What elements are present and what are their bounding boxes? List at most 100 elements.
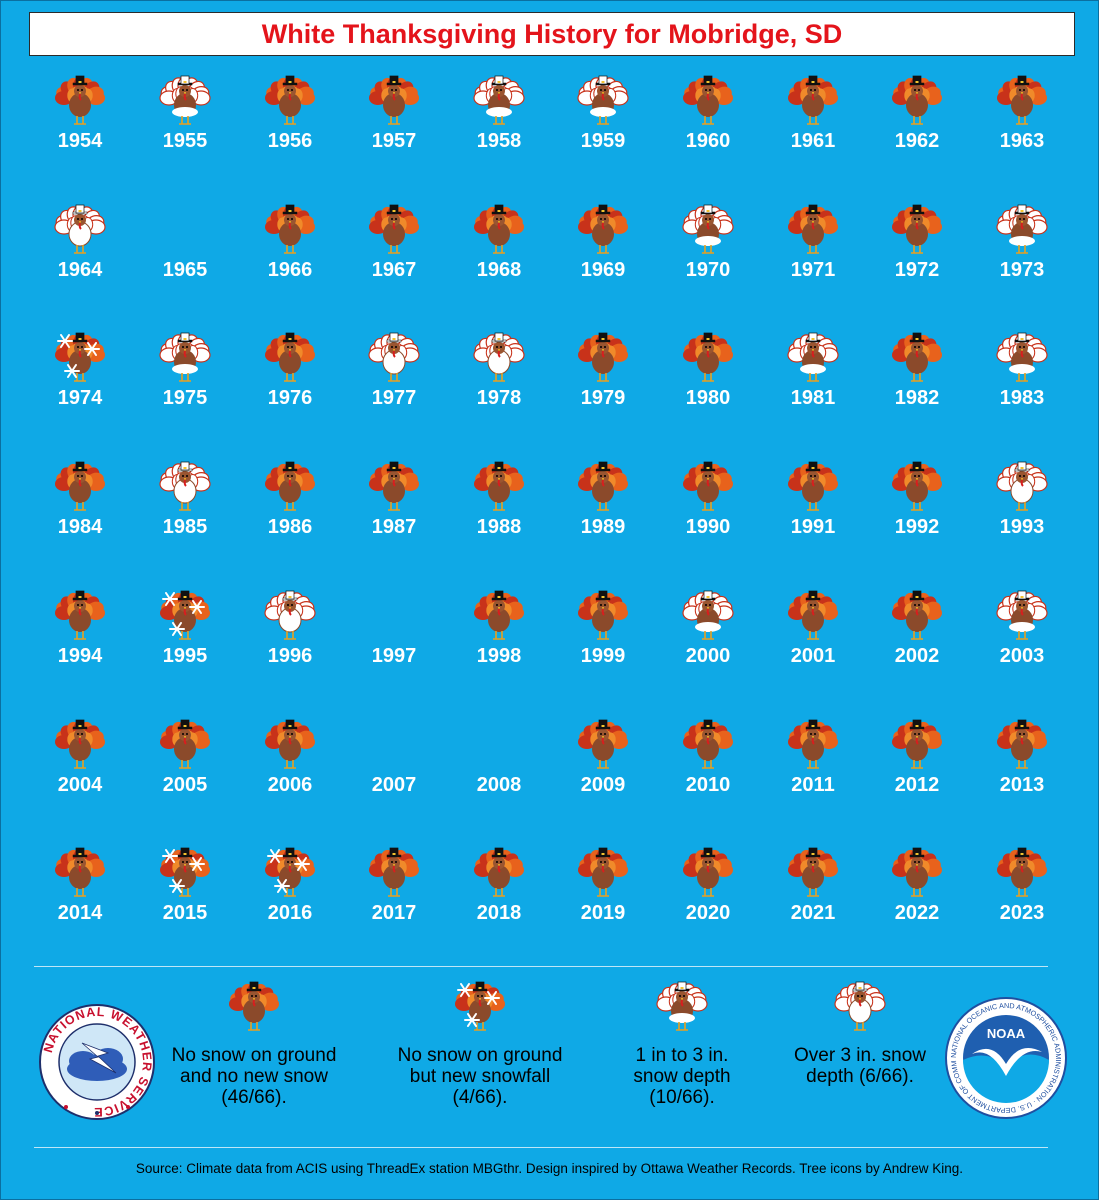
year-cell: 1967	[342, 201, 446, 321]
year-label: 1973	[999, 259, 1045, 281]
divider-top	[34, 966, 1048, 967]
turkey-icon	[994, 716, 1050, 772]
year-cell: 1984	[28, 458, 132, 578]
turkey-icon	[262, 201, 318, 257]
turkey-icon	[575, 458, 631, 514]
snowy-turkey-icon	[575, 72, 631, 128]
year-cell: 2013	[970, 716, 1074, 836]
snowy-turkey-icon	[157, 329, 213, 385]
year-cell: 1960	[656, 72, 760, 192]
year-cell: 1958	[447, 72, 551, 192]
legend-item: No snow on ground but new snowfall (4/66…	[380, 978, 580, 1108]
legend-item: 1 in to 3 in. snow depth (10/66).	[582, 978, 782, 1108]
turkey-icon	[52, 844, 108, 900]
year-label: 2013	[999, 774, 1045, 796]
year-cell: 2006	[238, 716, 342, 836]
year-cell: 2009	[551, 716, 655, 836]
year-cell: 1970	[656, 201, 760, 321]
legend-turkey-icon	[654, 978, 710, 1039]
year-label: 2006	[267, 774, 313, 796]
year-label: 2011	[791, 774, 835, 796]
year-label: 1972	[894, 259, 940, 281]
year-label: 1954	[57, 130, 103, 152]
year-label: 2018	[476, 902, 522, 924]
turkey-icon	[785, 458, 841, 514]
turkey-icon	[889, 458, 945, 514]
year-label: 2020	[685, 902, 731, 924]
year-cell: 1954	[28, 72, 132, 192]
year-label: 1991	[790, 516, 836, 538]
year-cell: 1956	[238, 72, 342, 192]
year-cell: 2021	[761, 844, 865, 964]
year-cell: 2018	[447, 844, 551, 964]
year-cell: 1994	[28, 587, 132, 707]
year-label: 1974	[57, 387, 103, 409]
year-label: 1989	[580, 516, 626, 538]
year-label: 1997	[371, 645, 417, 667]
year-label: 1984	[57, 516, 103, 538]
year-cell: 1973	[970, 201, 1074, 321]
year-label: 1981	[790, 387, 836, 409]
year-label: 1970	[685, 259, 731, 281]
turkey-icon	[471, 201, 527, 257]
snowy-turkey-icon	[994, 587, 1050, 643]
year-cell: 1985	[133, 458, 237, 578]
year-cell: 1974	[28, 329, 132, 449]
year-label: 1986	[267, 516, 313, 538]
year-label: 1965	[162, 259, 208, 281]
snowy-turkey-icon	[680, 587, 736, 643]
turkey-icon	[52, 458, 108, 514]
year-cell: 1969	[551, 201, 655, 321]
year-cell: 1999	[551, 587, 655, 707]
turkey-icon	[366, 844, 422, 900]
turkey-icon	[262, 329, 318, 385]
turkey-icon	[262, 716, 318, 772]
year-cell: 1971	[761, 201, 865, 321]
turkey-snowflake-icon	[157, 587, 213, 643]
noaa-center-text: NOAA	[987, 1026, 1026, 1041]
year-cell: 2022	[865, 844, 969, 964]
divider-bottom	[34, 1147, 1048, 1148]
turkey-icon	[889, 844, 945, 900]
snowy-turkey-icon	[994, 329, 1050, 385]
year-label: 1958	[476, 130, 522, 152]
year-cell: 2023	[970, 844, 1074, 964]
year-cell: 1986	[238, 458, 342, 578]
snowy-turkey-icon	[994, 201, 1050, 257]
year-cell: 1995	[133, 587, 237, 707]
legend-turkey-icon	[226, 978, 282, 1039]
snowy-turkey-icon	[471, 72, 527, 128]
turkey-icon	[680, 72, 736, 128]
turkey-icon	[680, 329, 736, 385]
year-label: 1988	[476, 516, 522, 538]
turkey-icon	[52, 716, 108, 772]
snowy-turkey-icon	[157, 458, 213, 514]
turkey-icon	[471, 587, 527, 643]
year-cell: 1965	[133, 201, 237, 321]
year-cell: 2001	[761, 587, 865, 707]
snowy-turkey-icon	[471, 329, 527, 385]
turkey-icon	[889, 329, 945, 385]
turkey-icon	[575, 587, 631, 643]
legend-turkey-icon	[452, 978, 508, 1039]
no-data-placeholder	[366, 716, 422, 772]
snowy-turkey-icon	[157, 72, 213, 128]
year-cell: 1963	[970, 72, 1074, 192]
turkey-icon	[785, 716, 841, 772]
turkey-icon	[575, 201, 631, 257]
snowy-turkey-icon	[366, 329, 422, 385]
snowy-turkey-icon	[52, 201, 108, 257]
year-cell: 1989	[551, 458, 655, 578]
title-box: White Thanksgiving History for Mobridge,…	[29, 12, 1075, 56]
year-label: 2001	[790, 645, 836, 667]
year-cell: 2015	[133, 844, 237, 964]
year-cell: 2017	[342, 844, 446, 964]
year-cell: 2002	[865, 587, 969, 707]
year-label: 1959	[580, 130, 626, 152]
year-label: 1966	[267, 259, 313, 281]
turkey-icon	[889, 587, 945, 643]
snowy-turkey-icon	[680, 201, 736, 257]
year-label: 1960	[685, 130, 731, 152]
year-label: 2003	[999, 645, 1045, 667]
year-label: 1957	[371, 130, 417, 152]
